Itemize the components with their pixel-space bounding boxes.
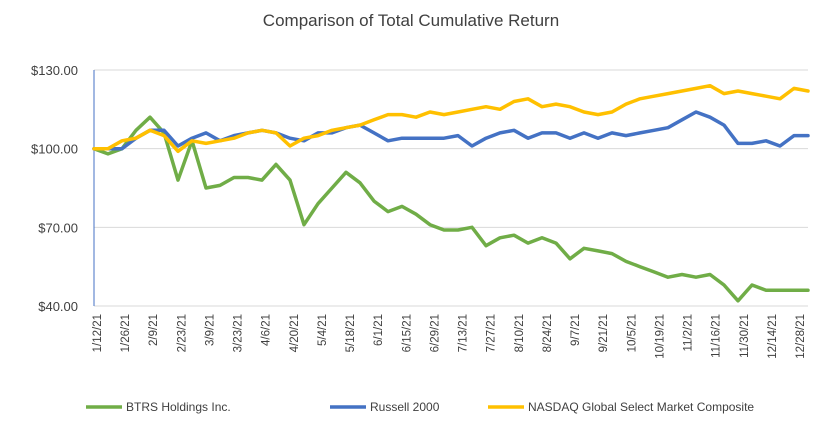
- x-tick-label: 2/23/21: [176, 314, 188, 352]
- series-line-1: [92, 110, 810, 151]
- y-tick-label: $130.00: [31, 63, 78, 78]
- y-tick-label: $100.00: [31, 142, 78, 157]
- x-tick-label: 11/30/21: [739, 314, 751, 358]
- legend-label-2: NASDAQ Global Select Market Composite: [528, 400, 754, 414]
- y-axis-ticks: $40.00 $70.00 $100.00 $130.00: [31, 63, 78, 314]
- x-axis-ticks: 1/12/21 1/26/21 2/9/21 2/23/21 3/9/21 3/23/21…: [92, 314, 807, 359]
- x-tick-label: 1/12/21: [92, 314, 104, 352]
- series-lines: [92, 83, 810, 303]
- x-tick-label: 1/26/21: [120, 314, 132, 352]
- chart-title: Comparison of Total Cumulative Return: [263, 11, 559, 30]
- x-tick-label: 3/23/21: [233, 314, 245, 352]
- x-tick-label: 6/15/21: [401, 314, 413, 352]
- x-tick-label: 6/29/21: [429, 314, 441, 352]
- y-tick-label: $40.00: [38, 299, 78, 314]
- legend-label-0: BTRS Holdings Inc.: [126, 400, 231, 414]
- x-tick-label: 5/18/21: [345, 314, 357, 352]
- x-tick-label: 8/24/21: [542, 314, 554, 352]
- x-tick-label: 12/28/21: [795, 314, 807, 359]
- x-tick-label: 4/20/21: [289, 314, 301, 352]
- x-tick-label: 2/9/21: [148, 314, 160, 346]
- x-tick-label: 6/1/21: [373, 314, 385, 346]
- y-tick-label: $70.00: [38, 220, 78, 235]
- x-tick-label: 8/10/21: [514, 314, 526, 352]
- x-tick-label: 5/4/21: [317, 314, 329, 346]
- legend: BTRS Holdings Inc. Russell 2000 NASDAQ Glo…: [86, 400, 754, 414]
- x-tick-label: 11/2/21: [683, 314, 695, 352]
- legend-label-1: Russell 2000: [370, 400, 440, 414]
- x-tick-label: 11/16/21: [711, 314, 723, 358]
- series-line-0: [92, 115, 810, 303]
- x-tick-label: 7/27/21: [486, 314, 498, 352]
- x-tick-label: 10/5/21: [626, 314, 638, 352]
- x-tick-label: 10/19/21: [654, 314, 666, 359]
- x-tick-label: 4/6/21: [261, 314, 273, 346]
- x-tick-label: 3/9/21: [205, 314, 217, 346]
- gridlines: [93, 69, 808, 307]
- x-tick-label: 7/13/21: [458, 314, 470, 352]
- x-tick-label: 9/7/21: [570, 314, 582, 346]
- series-line-2: [92, 83, 810, 154]
- x-tick-label: 9/21/21: [598, 314, 610, 352]
- x-tick-label: 12/14/21: [767, 314, 779, 359]
